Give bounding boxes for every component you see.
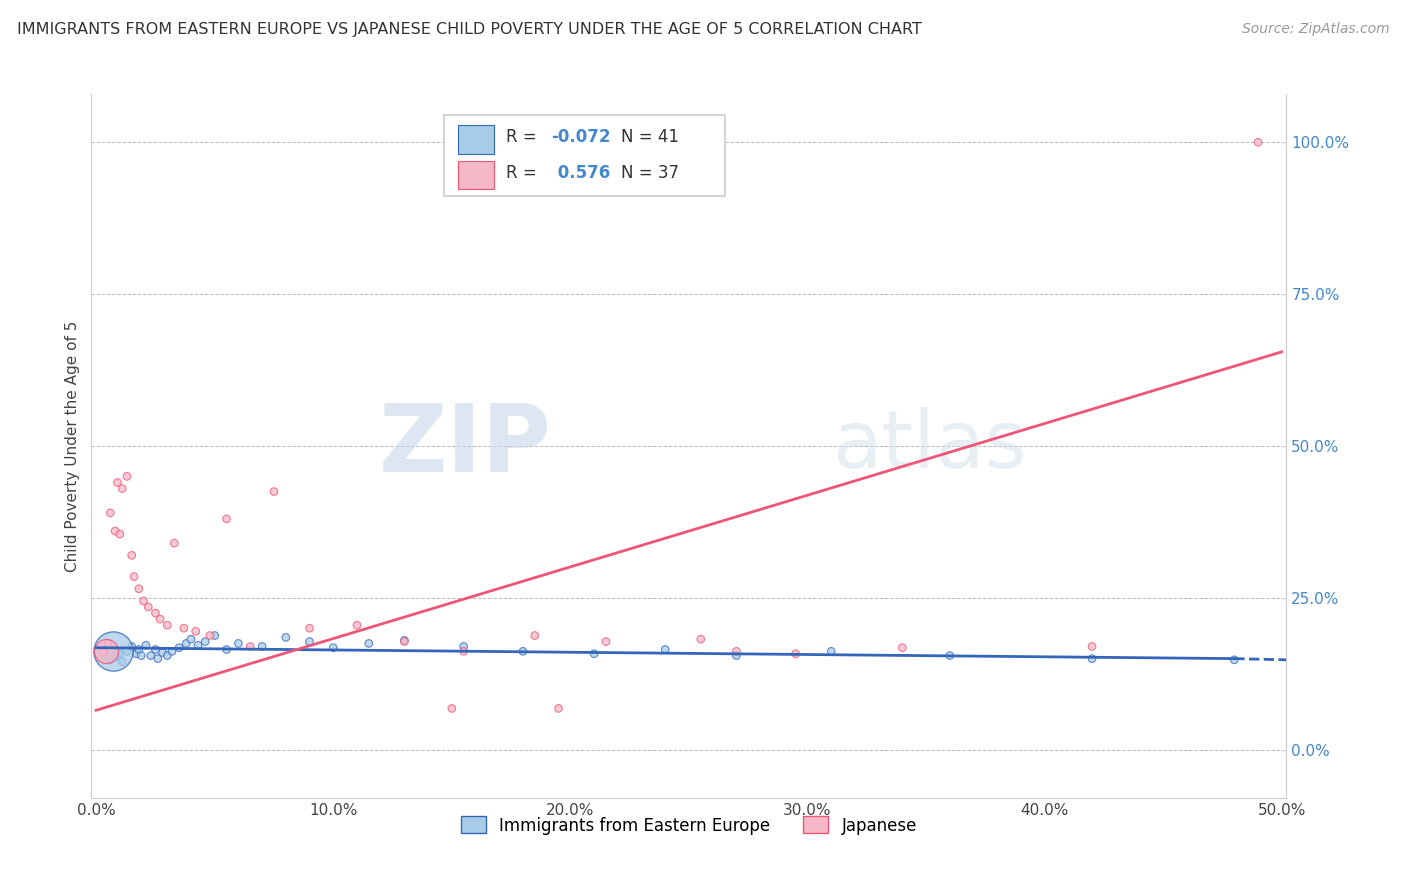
Point <box>128 642 150 657</box>
Point <box>104 524 127 538</box>
Point <box>108 527 131 541</box>
Point <box>173 621 195 635</box>
Point <box>820 644 842 658</box>
Point <box>156 618 179 632</box>
Point <box>187 638 209 652</box>
Y-axis label: Child Poverty Under the Age of 5: Child Poverty Under the Age of 5 <box>65 320 80 572</box>
Point <box>146 651 169 665</box>
Text: 0.576: 0.576 <box>551 163 610 182</box>
Point <box>725 644 748 658</box>
Point <box>204 628 226 642</box>
Point <box>108 647 131 661</box>
Point <box>595 634 617 648</box>
Point <box>1081 640 1104 654</box>
Point <box>180 632 202 647</box>
Point <box>107 646 129 660</box>
Text: ZIP: ZIP <box>378 400 551 492</box>
Point <box>184 624 207 639</box>
Bar <box>458 126 494 153</box>
Point <box>357 636 380 650</box>
Point <box>139 648 162 663</box>
Point <box>121 640 143 654</box>
Point <box>250 640 273 654</box>
Point <box>583 647 606 661</box>
Point <box>346 618 368 632</box>
Point <box>654 642 676 657</box>
Point <box>156 648 179 663</box>
Point <box>453 640 475 654</box>
Point <box>440 701 463 715</box>
Point <box>274 631 297 645</box>
Point <box>547 701 569 715</box>
Point <box>174 636 197 650</box>
Point <box>98 653 121 667</box>
Point <box>689 632 711 647</box>
Point <box>115 644 138 658</box>
Text: N = 37: N = 37 <box>621 163 679 182</box>
Point <box>121 549 143 563</box>
Point <box>136 599 159 614</box>
Point <box>107 475 129 490</box>
Point <box>194 634 217 648</box>
Text: N = 41: N = 41 <box>621 128 679 146</box>
Point <box>115 469 138 483</box>
Point <box>322 640 344 655</box>
Point <box>394 634 416 648</box>
Point <box>111 482 134 496</box>
Point <box>725 648 748 663</box>
Point <box>891 640 914 655</box>
Point <box>163 536 186 550</box>
Point <box>1081 651 1104 665</box>
Point <box>263 484 285 499</box>
Point <box>453 644 475 658</box>
Point <box>94 644 117 658</box>
Point <box>394 633 416 648</box>
Point <box>523 628 546 642</box>
Point <box>149 612 172 626</box>
Point <box>111 655 134 669</box>
Point <box>1223 653 1246 667</box>
Point <box>91 646 114 660</box>
Point <box>298 634 321 648</box>
Text: R =: R = <box>506 163 543 182</box>
Point <box>215 512 238 526</box>
Point <box>125 647 148 661</box>
Point <box>135 638 157 652</box>
Point <box>785 647 807 661</box>
Text: R =: R = <box>506 128 543 146</box>
Point <box>167 640 190 655</box>
FancyBboxPatch shape <box>444 115 725 196</box>
Point <box>152 646 174 660</box>
Point <box>132 594 155 608</box>
Point <box>98 506 121 520</box>
Point <box>145 642 167 657</box>
Point <box>939 648 962 663</box>
Text: -0.072: -0.072 <box>551 128 612 146</box>
Point <box>160 644 183 658</box>
Point <box>129 648 152 663</box>
Text: IMMIGRANTS FROM EASTERN EUROPE VS JAPANESE CHILD POVERTY UNDER THE AGE OF 5 CORR: IMMIGRANTS FROM EASTERN EUROPE VS JAPANE… <box>17 22 922 37</box>
Point <box>122 569 145 583</box>
Bar <box>458 161 494 189</box>
Point <box>298 621 321 635</box>
Point <box>215 642 238 657</box>
Text: atlas: atlas <box>832 407 1026 485</box>
Point <box>97 636 120 650</box>
Point <box>94 648 117 663</box>
Point <box>1247 135 1270 149</box>
Legend: Immigrants from Eastern Europe, Japanese: Immigrants from Eastern Europe, Japanese <box>453 808 925 843</box>
Point <box>239 640 262 654</box>
Point <box>145 606 167 620</box>
Text: Source: ZipAtlas.com: Source: ZipAtlas.com <box>1241 22 1389 37</box>
Point <box>228 636 250 650</box>
Point <box>101 644 124 658</box>
Point <box>104 650 127 665</box>
Point <box>198 628 221 642</box>
Point <box>128 582 150 596</box>
Point <box>512 644 534 658</box>
